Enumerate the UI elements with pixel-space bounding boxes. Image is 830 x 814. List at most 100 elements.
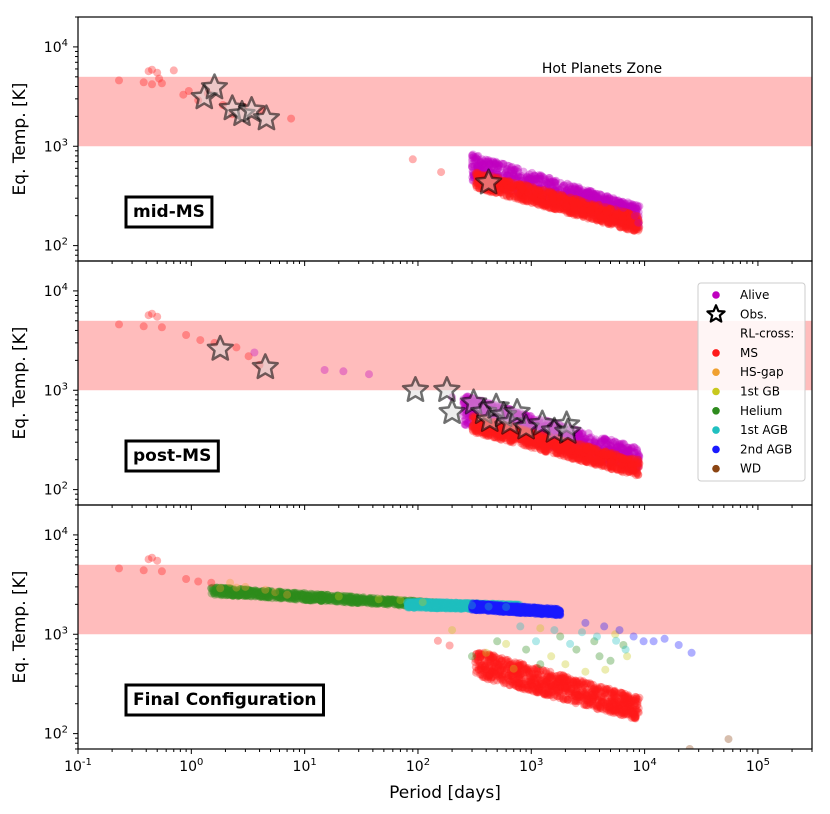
- data-point: [225, 591, 233, 599]
- data-point: [573, 450, 582, 459]
- data-point: [616, 215, 625, 224]
- data-point: [591, 452, 600, 461]
- data-point: [524, 188, 533, 197]
- data-point: [153, 68, 162, 77]
- data-point: [607, 205, 616, 214]
- data-point: [509, 181, 518, 190]
- data-point: [634, 470, 643, 479]
- data-point: [229, 585, 238, 594]
- data-point: [584, 207, 593, 216]
- data-point: [566, 193, 575, 202]
- data-point: [564, 453, 573, 462]
- data-point: [582, 457, 591, 466]
- data-point: [559, 192, 568, 201]
- data-point: [556, 448, 565, 457]
- data-point: [598, 443, 607, 452]
- data-point: [625, 450, 634, 459]
- data-point: [586, 187, 595, 196]
- data-point: [635, 463, 643, 471]
- data-point: [592, 446, 601, 455]
- data-point: [582, 189, 591, 198]
- data-point: [535, 180, 544, 188]
- data-point: [564, 191, 573, 200]
- data-point: [473, 166, 482, 175]
- data-point: [578, 207, 587, 216]
- panel-label: post-MS: [133, 446, 211, 466]
- data-point: [612, 452, 621, 461]
- data-point: [575, 193, 584, 202]
- data-point: [580, 441, 589, 450]
- data-point: [562, 194, 571, 203]
- data-point: [506, 182, 515, 191]
- data-point: [621, 460, 630, 469]
- data-point: [555, 445, 564, 454]
- data-point: [247, 592, 255, 601]
- data-point: [562, 186, 571, 195]
- data-point: [496, 180, 505, 189]
- data-point: [554, 194, 563, 203]
- data-point: [616, 442, 625, 451]
- data-point: [503, 431, 512, 440]
- data-point: [539, 173, 548, 182]
- data-point: [634, 458, 642, 467]
- data-point: [628, 221, 637, 230]
- data-point: [634, 218, 642, 227]
- data-point: [524, 183, 533, 192]
- data-point: [561, 448, 570, 457]
- data-point: [573, 444, 582, 453]
- data-point: [548, 183, 557, 192]
- data-point: [502, 180, 511, 189]
- data-point: [504, 431, 513, 440]
- data-point: [572, 196, 581, 205]
- data-point: [591, 199, 599, 208]
- data-point: [507, 182, 516, 191]
- data-point: [521, 426, 530, 435]
- data-point: [523, 175, 532, 184]
- data-point: [209, 589, 218, 598]
- data-point: [526, 180, 535, 189]
- data-point: [574, 204, 582, 213]
- data-point: [632, 215, 641, 224]
- data-point: [339, 598, 347, 607]
- data-point: [605, 445, 614, 454]
- data-point: [581, 441, 590, 450]
- data-point: [505, 433, 514, 442]
- data-point: [618, 210, 627, 218]
- data-point: [537, 440, 546, 449]
- data-point: [348, 594, 356, 603]
- data-point: [530, 185, 539, 194]
- data-point: [617, 214, 626, 223]
- data-point: [545, 442, 554, 451]
- data-point: [544, 442, 553, 451]
- data-point: [565, 203, 574, 212]
- data-point: [607, 458, 616, 466]
- data-point: [632, 218, 641, 227]
- data-point: [550, 178, 559, 187]
- data-point: [541, 200, 550, 209]
- data-point: [576, 202, 585, 211]
- data-point: [350, 595, 359, 604]
- data-point: [555, 198, 564, 207]
- data-point: [555, 444, 563, 453]
- data-point: [596, 197, 605, 206]
- data-point: [476, 159, 484, 167]
- data-point: [567, 444, 576, 452]
- data-point: [605, 205, 614, 214]
- data-point: [523, 182, 532, 191]
- data-point: [607, 462, 616, 471]
- data-point: [576, 446, 585, 455]
- data-point: [551, 194, 560, 203]
- data-point: [537, 434, 546, 443]
- data-point: [598, 436, 607, 445]
- data-point: [627, 443, 636, 452]
- data-point: [579, 433, 588, 442]
- data-point: [634, 218, 643, 227]
- data-point: [582, 204, 591, 213]
- data-point: [343, 595, 352, 604]
- data-point: [509, 167, 518, 176]
- data-point: [621, 459, 630, 468]
- data-point: [630, 448, 639, 457]
- data-point: [602, 448, 611, 457]
- data-point: [622, 466, 631, 475]
- data-point: [587, 202, 596, 211]
